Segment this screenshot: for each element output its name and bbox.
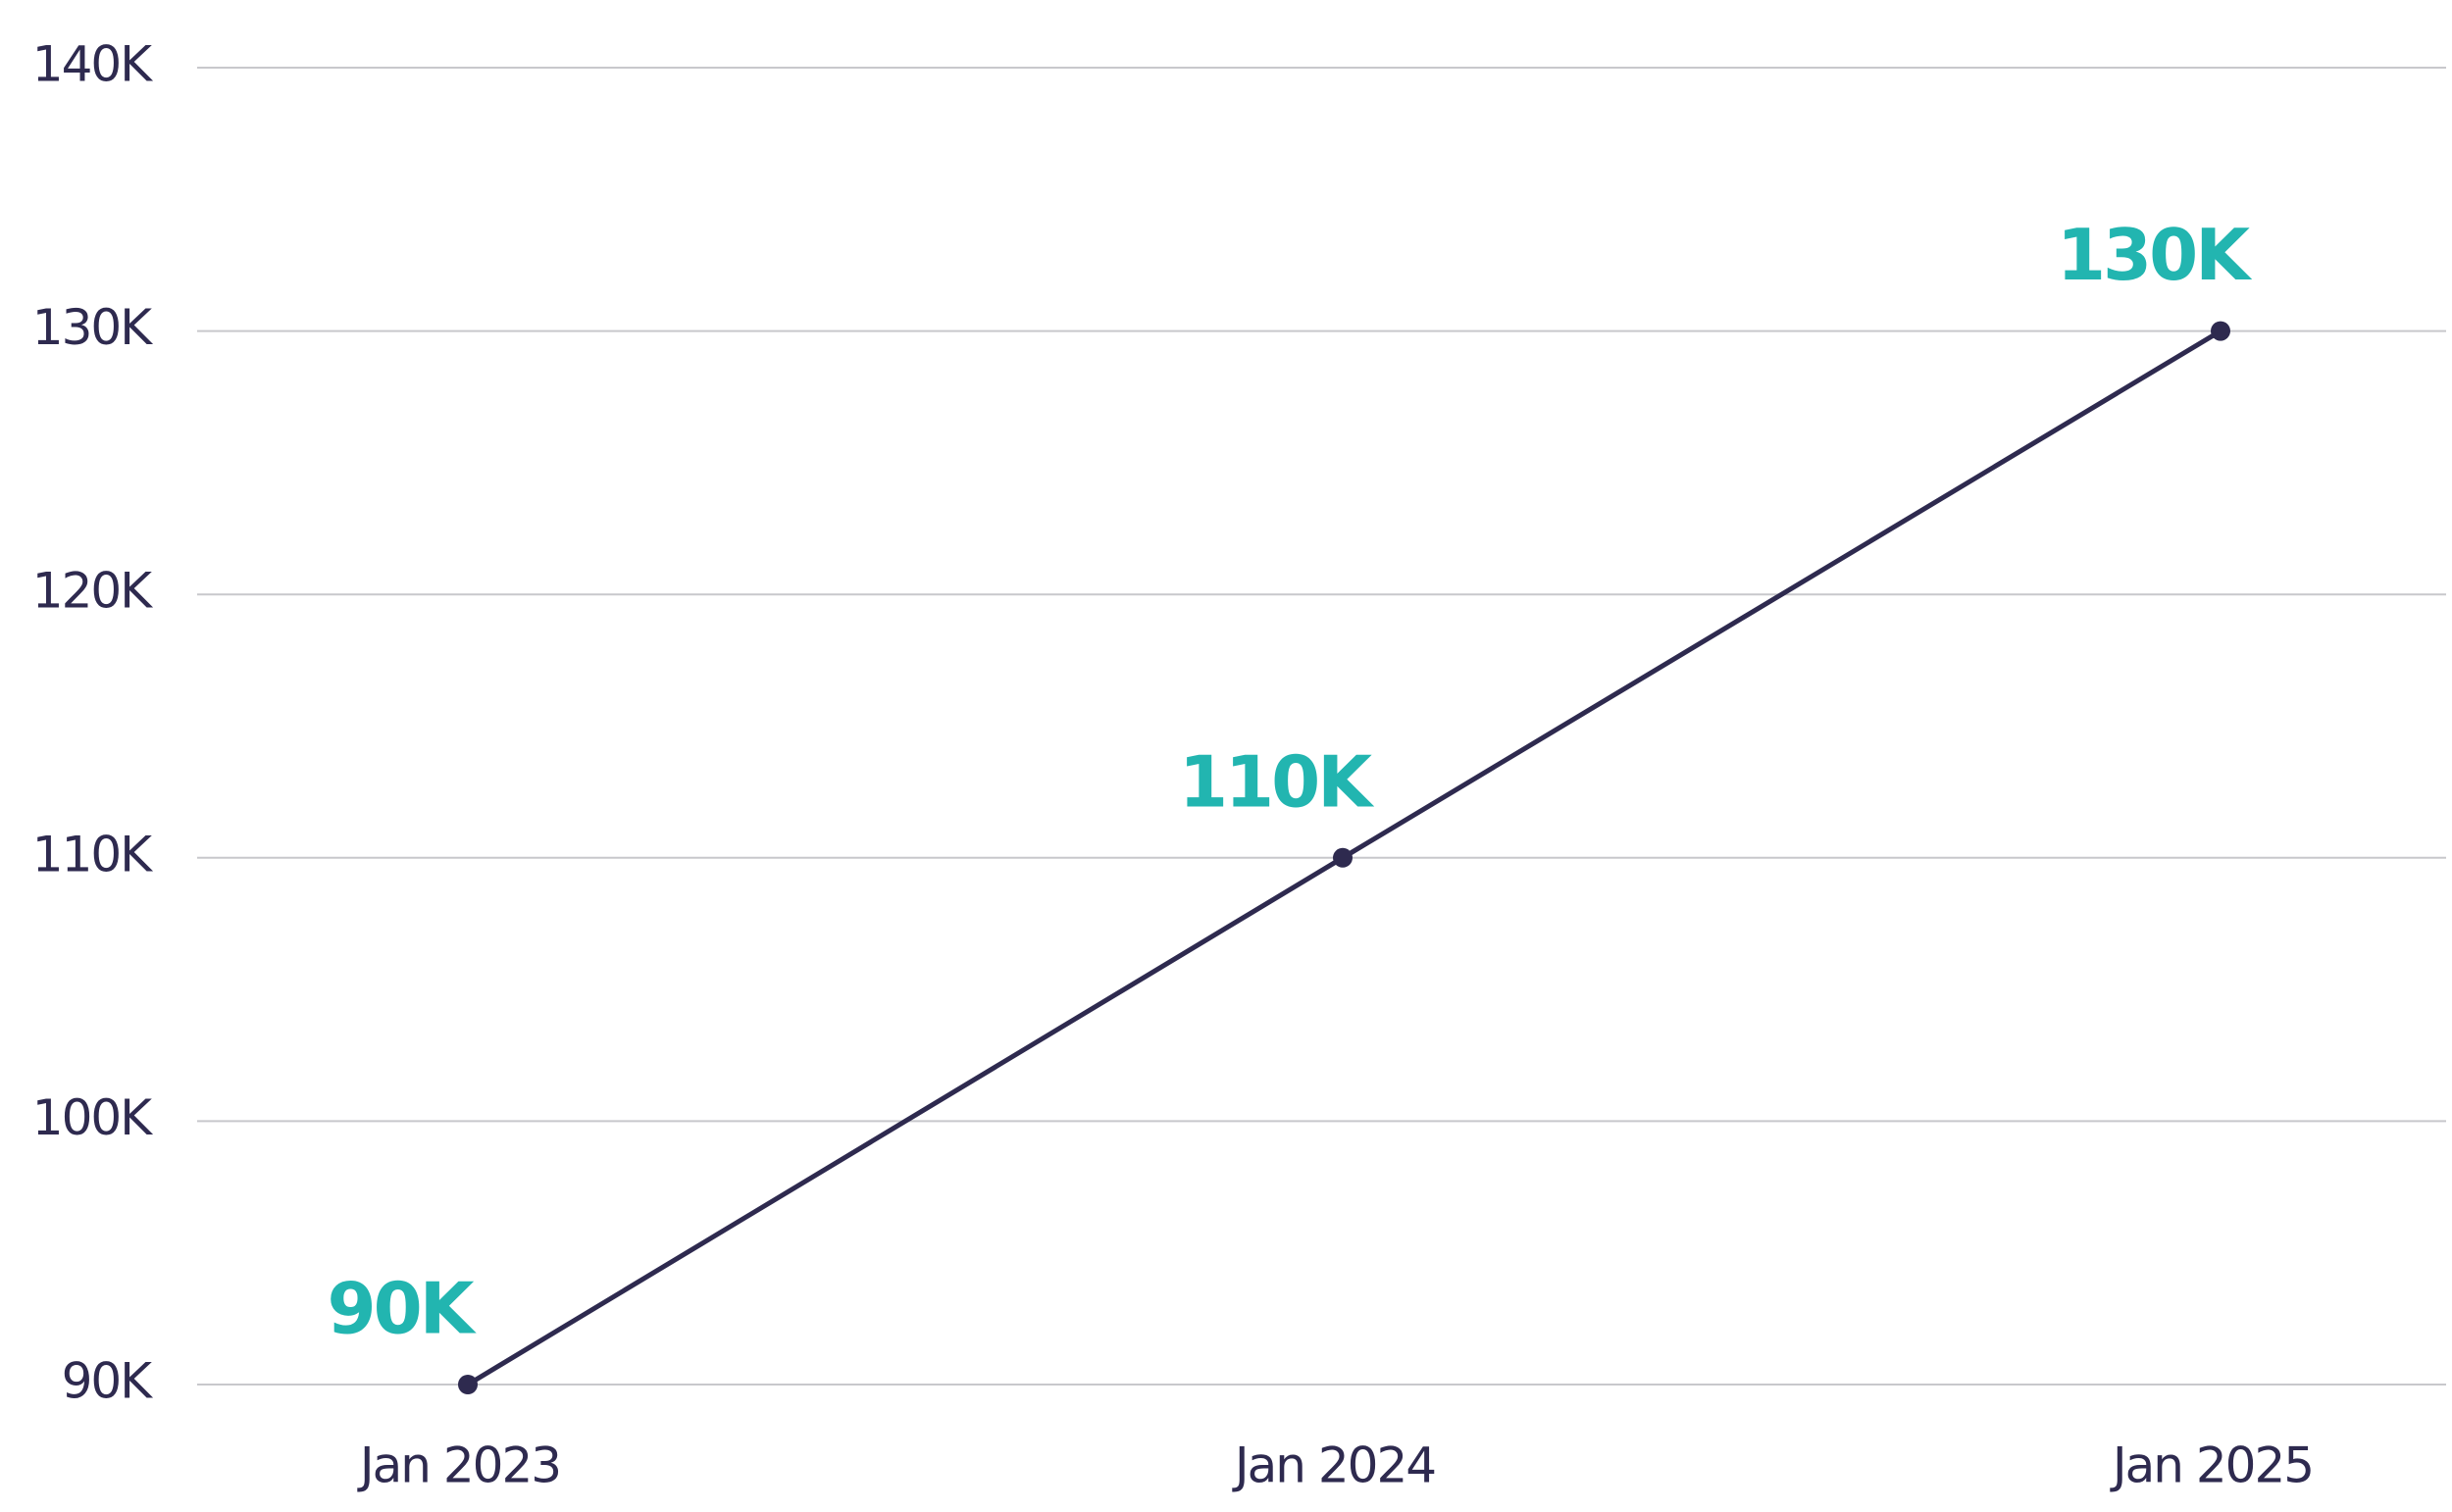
y-tick-label: 110K [32,826,153,882]
y-tick-label: 140K [32,36,153,93]
point [2211,321,2230,341]
x-tick-label: Jan 2023 [357,1437,560,1494]
y-tick-label: 90K [62,1353,154,1410]
point [1333,847,1353,868]
data-label: 110K [1179,740,1374,823]
point [458,1375,478,1394]
y-tick-label: 130K [32,299,153,356]
y-tick-label: 120K [32,563,153,620]
x-tick-label: Jan 2024 [1232,1437,1435,1494]
y-tick-label: 100K [32,1089,153,1146]
data-label: 90K [328,1268,477,1350]
data-label: 130K [2057,214,2252,296]
x-tick-label: Jan 2025 [2110,1437,2313,1494]
